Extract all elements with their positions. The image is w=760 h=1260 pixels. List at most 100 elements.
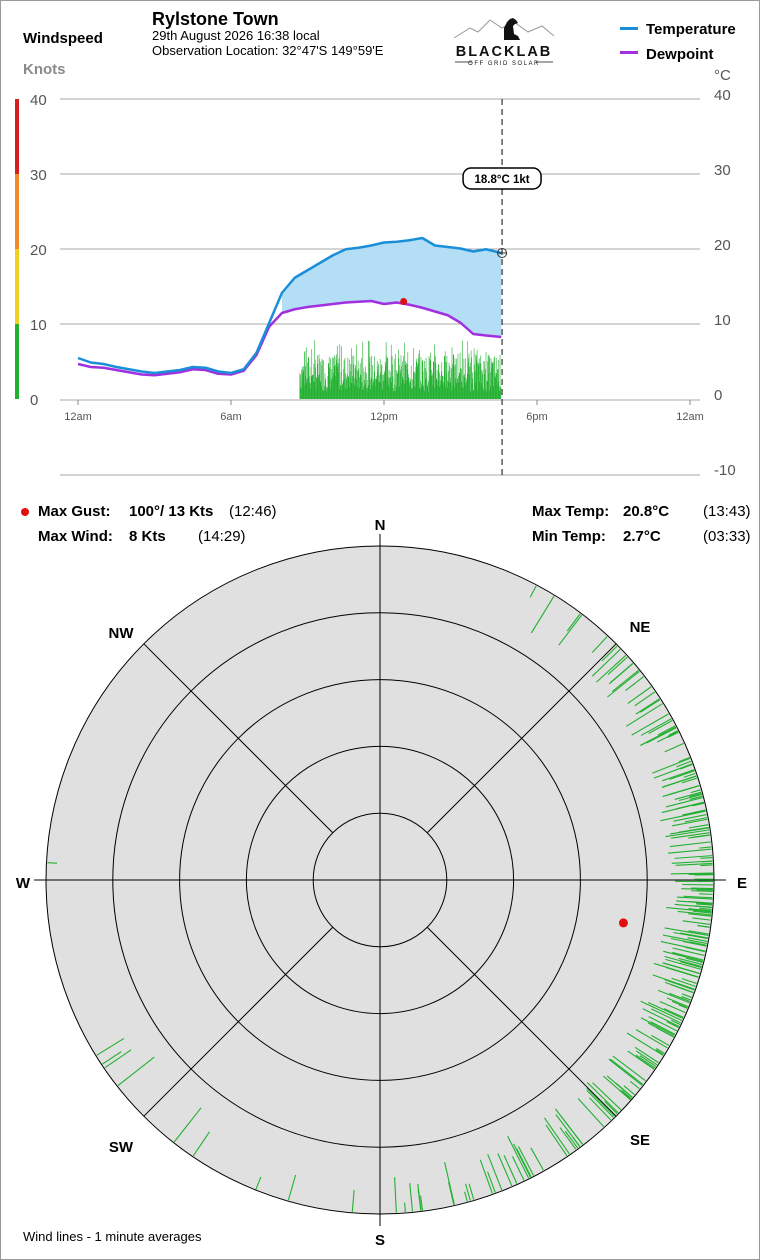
wind-line: [615, 1082, 633, 1098]
temp-dew-fill-area: [282, 238, 502, 337]
wind-line: [678, 756, 690, 763]
wind-line: [640, 1000, 683, 1021]
wind-line: [692, 917, 711, 921]
wind-line: [530, 1147, 544, 1171]
x-tick-label: 6am: [220, 411, 241, 423]
wind-line: [591, 649, 621, 677]
wind-line: [663, 962, 700, 974]
wind-line: [685, 957, 703, 963]
wind-line: [656, 1048, 665, 1054]
wind-line: [682, 940, 707, 947]
max-temp-label: Max Temp:: [532, 503, 610, 520]
max-gust-label: Max Gust:: [38, 503, 111, 520]
wind-line: [667, 731, 679, 739]
wind-line: [448, 1181, 455, 1205]
wind-line: [554, 1108, 583, 1145]
wind-line: [409, 1183, 414, 1212]
wind-line: [688, 834, 711, 839]
wind-line: [479, 1159, 493, 1194]
max-wind-value: 8 Kts: [129, 528, 166, 545]
wind-line: [558, 614, 583, 646]
wind-line: [664, 742, 684, 753]
wind-line: [104, 1049, 132, 1069]
wind-line: [173, 1107, 202, 1143]
wind-line: [678, 957, 703, 966]
wind-line: [626, 703, 663, 727]
wind-line: [668, 848, 712, 854]
wind-line: [683, 772, 696, 778]
left-tick-label: 30: [30, 167, 47, 184]
wind-line: [610, 1058, 644, 1085]
wind-line: [586, 1089, 614, 1118]
wind-line: [676, 896, 713, 900]
wind-line: [661, 801, 704, 814]
compass-label-s: S: [375, 1232, 385, 1249]
wind-line: [695, 902, 713, 905]
wind-scale-segment: [15, 324, 19, 399]
wind-line: [595, 654, 627, 683]
wind-line: [602, 1075, 631, 1101]
wind-line: [507, 1135, 530, 1179]
wind-line: [657, 989, 690, 1004]
wind-line: [673, 814, 707, 822]
wind-line: [640, 726, 677, 747]
wind-line: [625, 676, 644, 692]
wind-line: [640, 1017, 675, 1036]
left-tick-label: 10: [30, 317, 47, 334]
wind-line: [610, 662, 634, 683]
wind-line: [192, 1131, 210, 1157]
max-temp-time: (13:43): [703, 503, 751, 520]
wind-line: [662, 775, 697, 788]
wind-line: [682, 920, 711, 926]
wind-line: [635, 1050, 658, 1066]
wind-line: [693, 809, 706, 814]
wind-line: [607, 670, 640, 698]
wind-line: [566, 613, 581, 632]
wind-line: [545, 1124, 568, 1156]
wind-line: [659, 1000, 686, 1014]
wind-line: [503, 1155, 518, 1184]
wind-line: [674, 855, 713, 859]
wind-line: [681, 888, 713, 891]
wind-line: [692, 802, 705, 807]
wind-line: [650, 1008, 681, 1024]
temperature-line: [77, 236, 502, 375]
compass-label-e: E: [737, 875, 747, 892]
wind-scale-segment: [15, 174, 19, 249]
wind-line: [629, 1080, 640, 1090]
wind-line: [674, 791, 702, 800]
wind-line: [670, 872, 713, 875]
wind-line: [635, 1054, 656, 1069]
wind-line: [665, 966, 699, 978]
mountain-icon: [453, 19, 555, 39]
wind-line: [699, 893, 713, 895]
wind-line: [674, 903, 712, 909]
wind-line: [646, 727, 677, 744]
cursor-point-marker: [497, 248, 508, 258]
wind-line: [688, 913, 712, 917]
wind-line: [684, 817, 708, 823]
wind-line: [468, 1183, 475, 1200]
windspeed-title: Windspeed: [23, 30, 103, 47]
wind-line: [699, 846, 712, 849]
wind-line: [627, 686, 652, 704]
wind-line: [690, 890, 713, 893]
footnote: Wind lines - 1 minute averages: [23, 1229, 202, 1244]
wind-line: [665, 797, 703, 808]
wind-line: [559, 1127, 577, 1150]
wind-line: [640, 718, 672, 736]
wind-line: [497, 1153, 513, 1187]
observation-location: Observation Location: 32°47'S 149°59'E: [152, 43, 384, 58]
time-series-chart: 0 10 20 30 40 -10 0 10 20 30 40 °C 12am 6am 12pm 6pm 12a…: [15, 67, 736, 479]
wind-scale-segment: [15, 99, 19, 174]
wind-lines: [47, 585, 714, 1213]
x-tick-label: 6pm: [526, 411, 547, 423]
wind-line: [701, 860, 713, 863]
wind-line: [657, 725, 676, 736]
wind-line: [672, 951, 704, 961]
wind-line: [672, 818, 708, 827]
wind-line: [607, 656, 628, 676]
legend-temperature-swatch: [620, 27, 638, 30]
wind-line: [255, 1176, 262, 1190]
wind-line: [684, 930, 709, 936]
